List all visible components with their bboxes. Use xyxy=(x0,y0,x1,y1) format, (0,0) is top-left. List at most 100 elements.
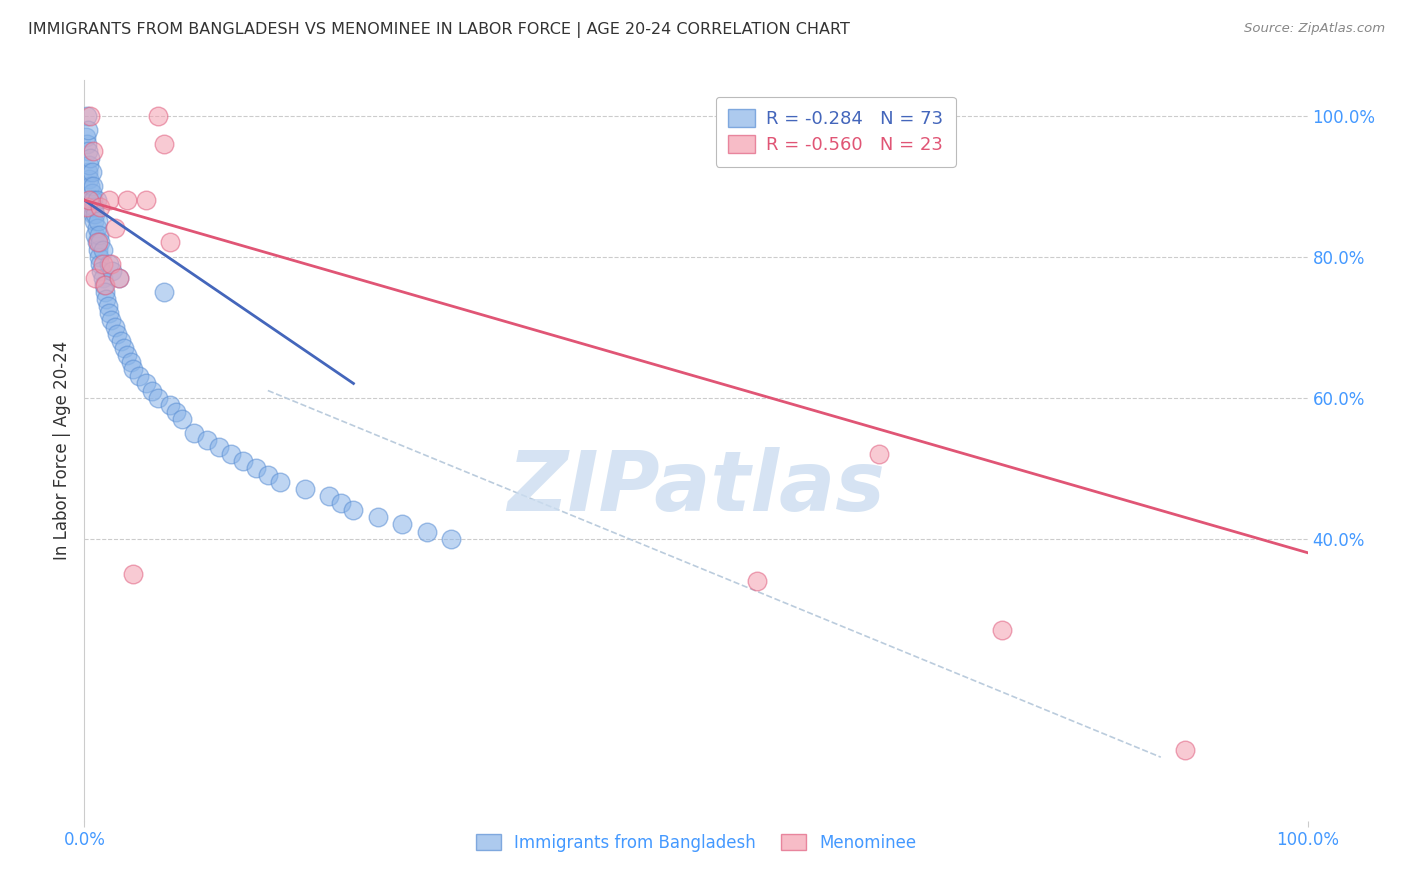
Point xyxy=(80,186,103,200)
Point xyxy=(87,214,110,228)
Point xyxy=(991,624,1014,638)
Point xyxy=(89,257,111,271)
Point xyxy=(87,243,110,257)
Point xyxy=(75,129,97,144)
Point xyxy=(159,235,181,250)
Point xyxy=(172,411,194,425)
Point xyxy=(219,447,242,461)
Point xyxy=(105,327,128,342)
Point xyxy=(104,320,127,334)
Point xyxy=(76,109,98,123)
Point xyxy=(89,235,111,250)
Point xyxy=(97,257,120,271)
Point xyxy=(269,475,291,490)
Point xyxy=(869,447,891,461)
Point xyxy=(77,158,100,172)
Point xyxy=(84,270,107,285)
Point xyxy=(97,193,120,207)
Point xyxy=(318,489,340,503)
Point xyxy=(440,532,463,546)
Point xyxy=(87,228,110,243)
Point xyxy=(77,122,100,136)
Point xyxy=(77,193,100,207)
Point xyxy=(97,306,120,320)
Point xyxy=(153,285,176,299)
Point xyxy=(135,376,157,391)
Point xyxy=(391,517,413,532)
Point xyxy=(82,179,104,194)
Point xyxy=(747,574,769,588)
Y-axis label: In Labor Force | Age 20-24: In Labor Force | Age 20-24 xyxy=(53,341,72,560)
Point xyxy=(120,355,142,369)
Legend: Immigrants from Bangladesh, Menominee: Immigrants from Bangladesh, Menominee xyxy=(467,826,925,861)
Point xyxy=(87,250,110,264)
Point xyxy=(208,440,231,454)
Point xyxy=(79,151,101,165)
Point xyxy=(1174,743,1197,757)
Point xyxy=(107,270,129,285)
Point xyxy=(104,221,127,235)
Point xyxy=(294,482,316,496)
Text: IMMIGRANTS FROM BANGLADESH VS MENOMINEE IN LABOR FORCE | AGE 20-24 CORRELATION C: IMMIGRANTS FROM BANGLADESH VS MENOMINEE … xyxy=(28,22,851,38)
Point xyxy=(107,270,129,285)
Point xyxy=(115,348,138,362)
Point xyxy=(91,257,114,271)
Text: Source: ZipAtlas.com: Source: ZipAtlas.com xyxy=(1244,22,1385,36)
Point xyxy=(146,109,169,123)
Point xyxy=(82,207,104,221)
Point xyxy=(96,292,118,306)
Point xyxy=(79,200,101,214)
Point xyxy=(86,193,108,207)
Point xyxy=(93,277,115,292)
Point xyxy=(84,207,107,221)
Point xyxy=(79,179,101,194)
Point xyxy=(89,200,111,214)
Point xyxy=(245,461,267,475)
Point xyxy=(84,228,107,243)
Point xyxy=(82,193,104,207)
Point xyxy=(159,398,181,412)
Point xyxy=(83,214,105,228)
Point xyxy=(76,136,98,151)
Point xyxy=(86,235,108,250)
Point xyxy=(91,270,114,285)
Point xyxy=(82,144,104,158)
Point xyxy=(257,468,280,483)
Point xyxy=(91,243,114,257)
Point xyxy=(330,496,353,510)
Point xyxy=(100,313,122,327)
Point xyxy=(76,200,98,214)
Point xyxy=(122,566,145,581)
Point xyxy=(77,144,100,158)
Point xyxy=(135,193,157,207)
Point xyxy=(97,299,120,313)
Point xyxy=(183,425,205,440)
Point xyxy=(87,235,110,250)
Point xyxy=(77,165,100,179)
Point xyxy=(86,221,108,235)
Point xyxy=(342,503,364,517)
Point xyxy=(80,165,103,179)
Point xyxy=(146,391,169,405)
Point xyxy=(77,172,100,186)
Point xyxy=(94,277,117,292)
Point xyxy=(112,341,135,355)
Point xyxy=(141,384,163,398)
Text: ZIPatlas: ZIPatlas xyxy=(508,447,884,528)
Point xyxy=(83,200,105,214)
Point xyxy=(79,109,101,123)
Point xyxy=(94,285,117,299)
Point xyxy=(367,510,389,524)
Point xyxy=(115,193,138,207)
Point xyxy=(232,454,254,468)
Point xyxy=(77,193,100,207)
Point xyxy=(101,263,124,277)
Point xyxy=(90,263,112,277)
Point xyxy=(195,433,218,447)
Point xyxy=(416,524,439,539)
Point xyxy=(153,136,176,151)
Point xyxy=(128,369,150,384)
Point xyxy=(110,334,132,348)
Point xyxy=(100,257,122,271)
Point xyxy=(122,362,145,376)
